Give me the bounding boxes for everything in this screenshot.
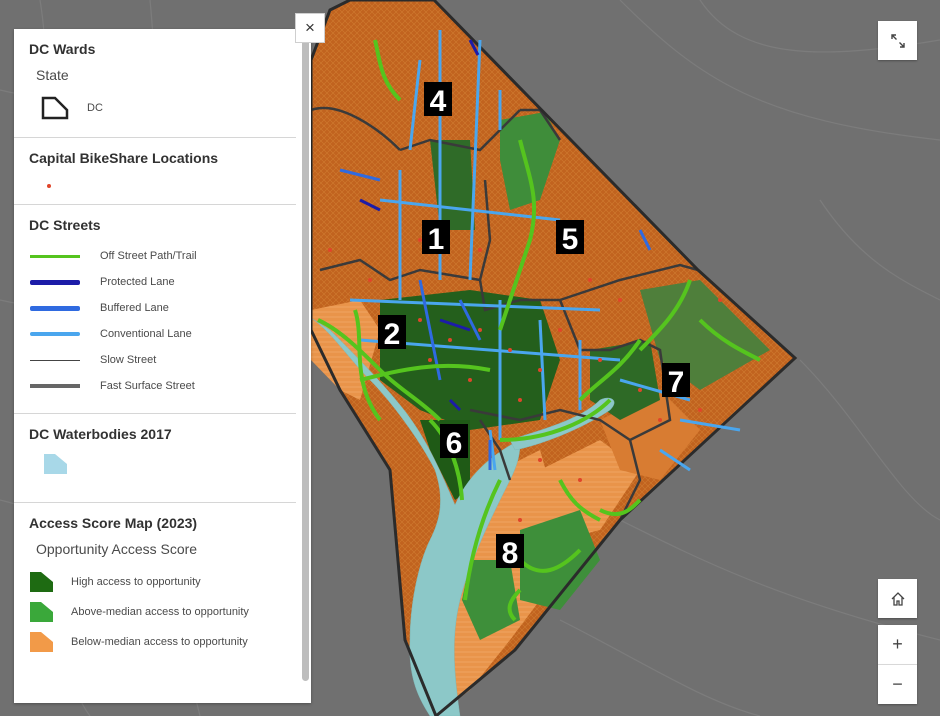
legend-section-bikeshare: Capital BikeShare Locations [14,138,296,205]
ward-label: 7 [662,363,690,399]
legend-label-street: Buffered Lane [100,302,169,314]
ward-label: 6 [440,424,468,460]
legend-subtitle-state: State [36,67,69,83]
bikeshare-dot-icon [46,176,296,190]
ward-polygon-icon [41,96,87,120]
legend-item-street: Fast Surface Street [29,373,296,399]
home-button[interactable] [878,579,917,618]
legend-item-access: Below-median access to opportunity [29,627,296,657]
legend-item-street: Buffered Lane [29,295,296,321]
minus-icon: − [892,674,903,694]
close-legend-button[interactable]: × [295,13,325,43]
expand-icon [890,33,905,48]
legend-label-street: Fast Surface Street [100,380,195,392]
legend-item-access: Above-median access to opportunity [29,597,296,627]
legend-label-street: Slow Street [100,354,157,366]
zone-above-median [640,280,770,390]
fullscreen-button[interactable] [878,21,917,60]
legend-subtitle-access: Opportunity Access Score [36,541,198,557]
legend-label-access: Below-median access to opportunity [71,636,248,648]
legend-title-water: DC Waterbodies 2017 [29,426,172,442]
legend-title-wards: DC Wards [29,41,96,57]
protected-lane-line-icon [29,271,100,293]
ward-label: 2 [378,315,406,351]
legend-title-access: Access Score Map (2023) [29,515,198,531]
legend-label-street: Conventional Lane [100,328,192,340]
legend-item-street: Protected Lane [29,269,296,295]
legend-item-access: High access to opportunity [29,567,296,597]
zone-above-median [500,112,560,210]
ward-label-text: 4 [430,85,447,118]
legend-label-dc: DC [87,102,103,114]
high-access-swatch-icon [29,571,71,593]
protected-lanes [359,39,480,412]
dc-outline [309,0,798,716]
ward-label-text: 1 [428,223,445,256]
zone-above-median [520,510,600,610]
ward-label-text: 6 [446,427,463,460]
zone-above-median [462,560,520,640]
legend-item-street: Off Street Path/Trail [29,243,296,269]
legend-section-streets: DC Streets Off Street Path/Trail Protect… [14,205,296,414]
off-street-line-icon [29,245,100,267]
legend-section-access: Access Score Map (2023) Opportunity Acce… [14,503,296,671]
home-icon [891,591,904,606]
water-polygon-icon [43,452,296,488]
legend-item-dc: DC [29,93,296,123]
legend-section-wards: DC Wards State DC [14,29,296,138]
zoom-in-button[interactable]: + [878,625,917,665]
buffered-lane-line-icon [29,297,100,319]
ward-label: 8 [496,534,524,570]
legend-panel: DC Wards State DC Capital BikeShare Loca… [14,29,311,703]
legend-label-access: High access to opportunity [71,576,201,588]
slow-street-line-icon [29,349,100,371]
above-median-swatch-icon [29,601,71,623]
ward-label: 5 [556,220,584,256]
legend-label-street: Protected Lane [100,276,175,288]
ward-label-text: 2 [384,318,401,351]
zone-high-access [380,290,560,430]
legend-item-street: Slow Street [29,347,296,373]
zoom-out-button[interactable]: − [878,665,917,704]
fast-street-line-icon [29,375,100,397]
legend-title-bikeshare: Capital BikeShare Locations [29,150,219,166]
legend-title-streets: DC Streets [29,217,101,233]
ward-boundaries [310,106,699,521]
off-street-trails [317,39,761,622]
legend-label-access: Above-median access to opportunity [71,606,249,618]
bikeshare-locations [328,238,722,522]
legend-label-street: Off Street Path/Trail [100,250,197,262]
buffered-lanes [339,168,652,470]
legend-section-water: DC Waterbodies 2017 [14,414,296,503]
plus-icon: + [892,634,903,654]
close-icon: × [305,18,315,37]
ward-label: 1 [422,220,450,256]
ward-label: 4 [424,82,452,118]
conventional-lane-line-icon [29,323,100,345]
legend-scrollbar[interactable] [302,31,309,681]
ward-label-text: 5 [562,223,579,256]
ward-label-text: 7 [668,366,685,399]
below-median-swatch-icon [29,631,71,653]
ward-label-text: 8 [502,537,519,570]
legend-item-street: Conventional Lane [29,321,296,347]
